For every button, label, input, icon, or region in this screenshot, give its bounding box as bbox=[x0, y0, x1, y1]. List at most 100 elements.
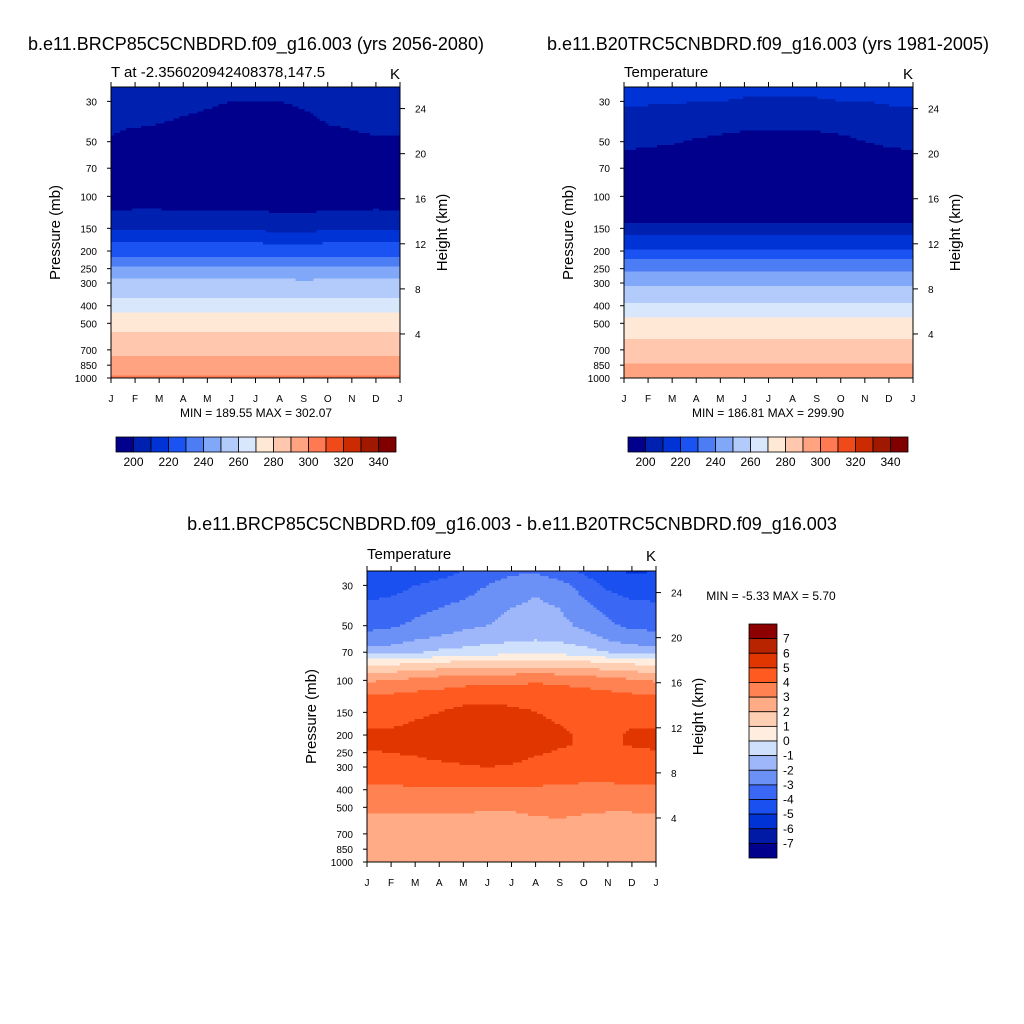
field-cell bbox=[438, 648, 598, 652]
field-cell bbox=[111, 96, 401, 100]
colorbar-box bbox=[855, 436, 874, 453]
field-cell bbox=[432, 655, 606, 659]
field-cell bbox=[624, 305, 914, 309]
field-cell bbox=[624, 203, 914, 207]
field-cell bbox=[605, 655, 657, 659]
field-cell bbox=[295, 278, 315, 282]
field-cell bbox=[512, 762, 657, 766]
field-cell bbox=[624, 210, 914, 214]
colorbar-box bbox=[715, 436, 734, 453]
field-cell bbox=[624, 135, 709, 139]
field-cell bbox=[838, 133, 914, 137]
colorbar-box bbox=[150, 436, 169, 453]
height-tick-label: 8 bbox=[415, 285, 421, 296]
field-cell bbox=[373, 208, 380, 212]
field-cell bbox=[438, 607, 511, 611]
field-cell bbox=[624, 133, 723, 137]
field-cell bbox=[283, 101, 401, 105]
ylabel-pressure: Pressure (mb) bbox=[303, 669, 320, 764]
field-cell bbox=[608, 651, 657, 655]
field-cell bbox=[367, 716, 425, 720]
field-cell bbox=[590, 602, 657, 606]
field-cell bbox=[111, 319, 401, 323]
x-tick-label: J bbox=[485, 878, 490, 889]
field-cell bbox=[572, 621, 615, 625]
field-cell bbox=[316, 230, 401, 234]
field-cell bbox=[111, 234, 401, 238]
field-cell bbox=[367, 840, 657, 844]
field-cell bbox=[367, 612, 428, 616]
field-cell bbox=[474, 626, 580, 630]
x-tick-label: J bbox=[509, 878, 514, 889]
field-cell bbox=[111, 230, 267, 234]
field-cell bbox=[581, 595, 624, 599]
field-cell bbox=[578, 592, 618, 596]
x-tick-label: D bbox=[628, 878, 635, 889]
field-cell bbox=[370, 133, 401, 137]
field-cell bbox=[572, 585, 603, 589]
field-cell bbox=[432, 609, 508, 613]
field-cell bbox=[560, 609, 600, 613]
x-tick-label: J bbox=[654, 878, 659, 889]
field-cell bbox=[624, 184, 914, 188]
field-cell bbox=[111, 361, 401, 365]
field-cell bbox=[111, 363, 401, 367]
x-tick-label: M bbox=[459, 878, 467, 889]
field-cell bbox=[624, 120, 914, 124]
field-cell bbox=[367, 830, 657, 834]
field-cell bbox=[111, 278, 297, 282]
field-cell bbox=[119, 130, 359, 134]
field-cell bbox=[155, 123, 330, 127]
field-cell bbox=[480, 643, 577, 647]
pressure-tick-label: 850 bbox=[593, 361, 610, 372]
field-cell bbox=[620, 624, 657, 628]
field-cell bbox=[340, 125, 401, 129]
field-cell bbox=[462, 629, 586, 633]
field-cell bbox=[111, 368, 401, 372]
field-cell bbox=[624, 264, 914, 268]
field-cell bbox=[111, 210, 270, 214]
field-cell bbox=[367, 614, 422, 618]
field-cell bbox=[624, 317, 914, 321]
field-cell bbox=[510, 607, 562, 611]
panel-top-left: b.e11.BRCP85C5CNBDRD.f09_g16.003 (yrs 20… bbox=[28, 34, 484, 469]
field-cell bbox=[408, 587, 481, 591]
field-cell bbox=[901, 147, 914, 151]
field-cell bbox=[521, 602, 550, 606]
field-cell bbox=[624, 288, 914, 292]
field-cell bbox=[111, 220, 401, 224]
x-tick-label: J bbox=[911, 394, 916, 405]
field-cell bbox=[624, 174, 914, 178]
pressure-tick-label: 400 bbox=[80, 302, 97, 313]
field-cell bbox=[111, 154, 401, 158]
colorbar-box bbox=[802, 436, 821, 453]
field-cell bbox=[367, 643, 392, 647]
field-cell bbox=[367, 636, 431, 640]
field-cell bbox=[624, 128, 914, 132]
field-cell bbox=[173, 118, 321, 122]
field-cell bbox=[408, 721, 556, 725]
field-cell bbox=[883, 145, 914, 149]
colorbar-box bbox=[203, 436, 222, 453]
field-cell bbox=[620, 641, 657, 645]
axes: J F M A M J J A S O N D J 30 50 70 100 150 200 250 300 400 500… bbox=[588, 82, 940, 405]
field-cell bbox=[367, 852, 657, 856]
field-cell bbox=[624, 191, 914, 195]
field-cell bbox=[367, 694, 657, 698]
field-cell bbox=[614, 781, 657, 785]
field-cell bbox=[450, 602, 523, 606]
field-cell bbox=[624, 329, 914, 333]
field-cell bbox=[111, 327, 401, 331]
colorbar-tick-label: 280 bbox=[263, 455, 283, 469]
field-cell bbox=[462, 704, 508, 708]
field-cell bbox=[515, 672, 556, 676]
field-cell bbox=[623, 733, 657, 737]
field-cell bbox=[542, 784, 657, 788]
field-cell bbox=[498, 653, 568, 657]
field-cell bbox=[111, 89, 401, 93]
field-cell bbox=[367, 619, 413, 623]
field-cell bbox=[624, 249, 914, 253]
height-tick-label: 8 bbox=[928, 285, 934, 296]
height-tick-label: 4 bbox=[928, 330, 934, 341]
colorbar-box bbox=[820, 436, 839, 453]
